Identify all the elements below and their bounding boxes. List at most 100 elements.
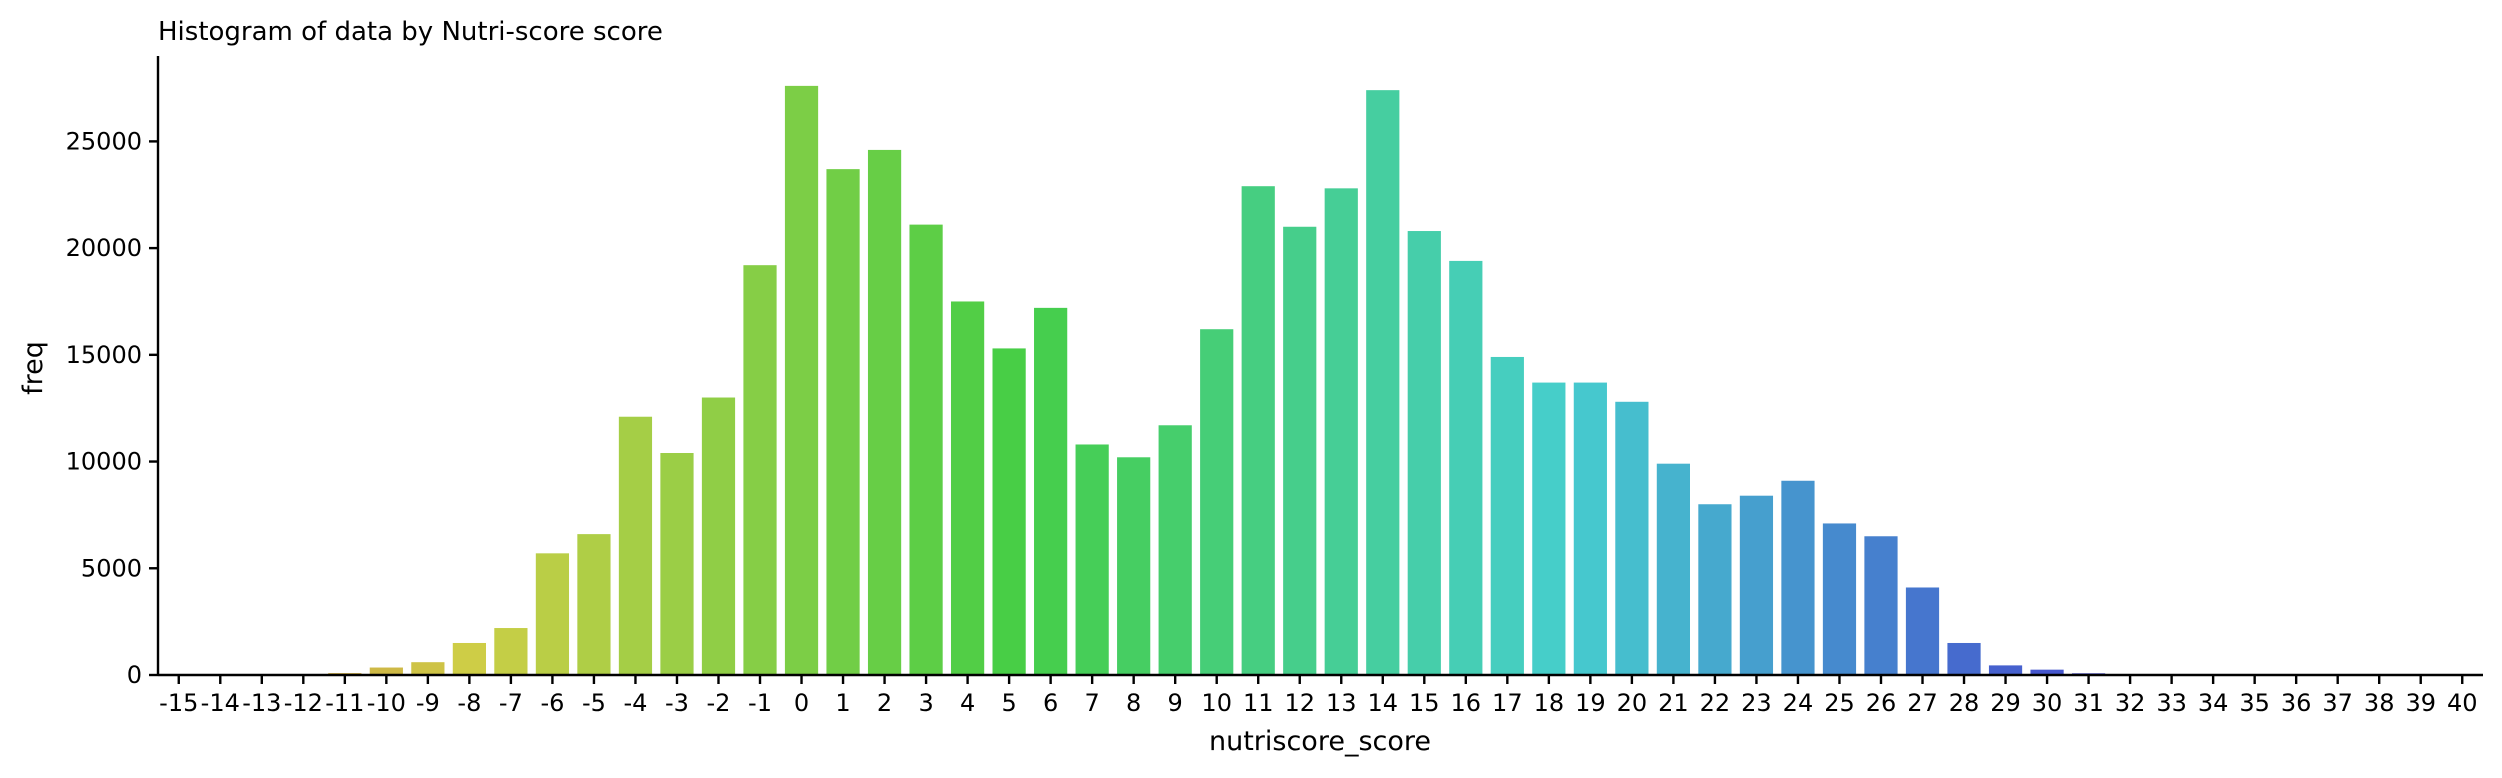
- x-tick-label: -7: [499, 689, 523, 717]
- x-tick-label: 30: [2032, 689, 2063, 717]
- x-tick-label: 36: [2281, 689, 2312, 717]
- y-axis-label: freq: [18, 341, 49, 395]
- bar--7: [494, 628, 528, 675]
- x-tick-label: -11: [325, 689, 364, 717]
- x-tick-label: 5: [1001, 689, 1016, 717]
- bar-26: [1864, 536, 1898, 675]
- x-tick-label: 7: [1085, 689, 1100, 717]
- y-tick-label: 5000: [81, 554, 142, 582]
- x-tick-label: 3: [918, 689, 933, 717]
- x-tick-label: 33: [2156, 689, 2187, 717]
- bar-14: [1366, 90, 1400, 675]
- x-tick-label: 29: [1990, 689, 2021, 717]
- bar-10: [1200, 329, 1234, 675]
- x-tick-label: 14: [1368, 689, 1399, 717]
- bar-11: [1241, 186, 1275, 675]
- x-tick-label: 24: [1783, 689, 1814, 717]
- x-tick-label: 8: [1126, 689, 1141, 717]
- x-tick-label: 32: [2115, 689, 2146, 717]
- bar-28: [1947, 642, 1981, 675]
- x-tick-label: 2: [877, 689, 892, 717]
- bar--2: [701, 397, 736, 675]
- x-tick-label: 27: [1907, 689, 1938, 717]
- x-tick-label: 13: [1326, 689, 1357, 717]
- x-tick-label: -2: [707, 689, 731, 717]
- x-tick-label: -9: [416, 689, 440, 717]
- x-tick-label: -1: [748, 689, 772, 717]
- x-axis-label: nutriscore_score: [1209, 726, 1431, 757]
- x-tick-label: 31: [2073, 689, 2104, 717]
- bar-19: [1573, 382, 1607, 675]
- x-tick-label: 10: [1201, 689, 1232, 717]
- x-tick-label: -5: [582, 689, 606, 717]
- bar-9: [1158, 425, 1192, 675]
- y-ticks-group: 0 5000 10000 15000 20000 25000: [66, 127, 158, 689]
- bar-5: [992, 348, 1026, 675]
- bar--9: [411, 662, 445, 675]
- x-tick-label: 20: [1617, 689, 1648, 717]
- x-tick-label: 22: [1700, 689, 1731, 717]
- bar-0: [784, 85, 819, 675]
- bar-3: [909, 224, 943, 675]
- bar-24: [1781, 480, 1815, 675]
- bars-group: [162, 85, 2479, 676]
- x-tick-label: 12: [1284, 689, 1315, 717]
- x-tick-label: 11: [1243, 689, 1274, 717]
- bar-2: [867, 149, 902, 676]
- bar-6: [1034, 307, 1068, 675]
- bar-23: [1739, 495, 1774, 675]
- bar-18: [1532, 382, 1566, 675]
- bar-8: [1117, 457, 1151, 675]
- bar--3: [660, 453, 694, 675]
- x-tick-label: 21: [1658, 689, 1689, 717]
- bar--6: [535, 553, 570, 675]
- bar-12: [1283, 226, 1317, 675]
- bar-16: [1449, 260, 1483, 675]
- x-tick-label: 19: [1575, 689, 1606, 717]
- bar-20: [1615, 401, 1649, 675]
- bar--1: [743, 265, 777, 675]
- bar--8: [452, 642, 486, 675]
- x-tick-label: 9: [1168, 689, 1183, 717]
- bar--10: [369, 667, 403, 675]
- x-tick-label: 15: [1409, 689, 1440, 717]
- y-tick-label: 10000: [66, 448, 142, 476]
- x-tick-label: 17: [1492, 689, 1523, 717]
- x-tick-label: 26: [1866, 689, 1897, 717]
- bar-1: [826, 169, 860, 675]
- bar--4: [618, 416, 653, 675]
- x-tick-label: -4: [623, 689, 647, 717]
- bar-25: [1822, 523, 1857, 675]
- x-tick-label: 16: [1451, 689, 1482, 717]
- x-tick-label: 6: [1043, 689, 1058, 717]
- chart-title: Histogram of data by Nutri-score score: [158, 17, 663, 47]
- x-tick-label: 23: [1741, 689, 1772, 717]
- x-tick-label: -10: [367, 689, 406, 717]
- bar-27: [1905, 587, 1940, 675]
- x-tick-label: -14: [201, 689, 240, 717]
- y-tick-label: 0: [127, 661, 142, 689]
- x-tick-label: 28: [1949, 689, 1980, 717]
- bar--5: [577, 534, 611, 675]
- x-ticks-group: -15 -14 -13 -12 -11 -10 -9 -8 -7 -6 -5 -4 -3 -2 -1 0 1 2 3…: [159, 675, 2478, 717]
- x-tick-label: 4: [960, 689, 975, 717]
- bar-22: [1698, 504, 1732, 675]
- x-tick-label: 34: [2198, 689, 2229, 717]
- bar-4: [950, 301, 985, 675]
- x-tick-label: 37: [2322, 689, 2353, 717]
- x-tick-label: -8: [457, 689, 481, 717]
- bar-15: [1407, 231, 1441, 675]
- x-tick-label: 40: [2447, 689, 2478, 717]
- bar-13: [1324, 188, 1358, 675]
- bar-21: [1656, 463, 1690, 675]
- x-tick-label: 0: [794, 689, 809, 717]
- bar-29: [1988, 665, 2023, 675]
- x-tick-label: -3: [665, 689, 689, 717]
- x-tick-label: -12: [284, 689, 323, 717]
- y-tick-label: 20000: [66, 234, 142, 262]
- bar-17: [1490, 356, 1524, 675]
- x-tick-label: 39: [2405, 689, 2436, 717]
- bar-30: [2030, 669, 2064, 675]
